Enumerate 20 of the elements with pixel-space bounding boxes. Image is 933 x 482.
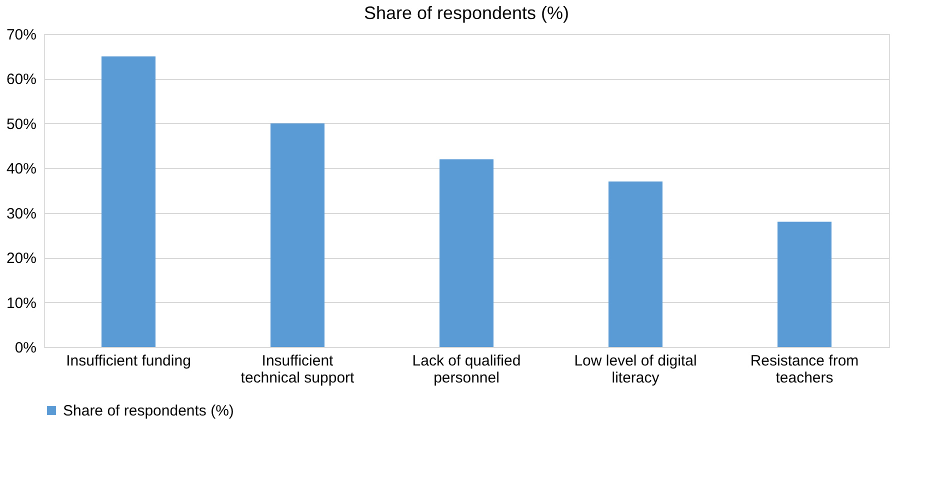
y-tick-label: 30% — [6, 205, 36, 222]
y-tick-label: 40% — [6, 160, 36, 178]
bar — [102, 56, 156, 347]
y-tick-label: 70% — [6, 26, 36, 44]
bar — [608, 182, 662, 347]
y-tick-label: 60% — [6, 71, 36, 88]
y-tick-label: 0% — [14, 340, 36, 356]
bar — [440, 159, 494, 347]
y-tick-label: 20% — [6, 250, 36, 268]
y-tick-label: 10% — [6, 294, 36, 312]
x-tick-label: Insufficient funding — [66, 352, 191, 370]
bar — [778, 222, 832, 347]
x-tick-label: Low level of digital literacy — [574, 352, 697, 386]
x-tick-label: Resistance from teachers — [750, 352, 859, 386]
y-tick-label: 50% — [6, 116, 36, 133]
x-tick-label: Lack of qualified personnel — [412, 352, 521, 386]
chart-title: Share of respondents (%) — [364, 3, 570, 23]
legend-label: Share of respondents (%) — [63, 402, 234, 420]
x-tick-label: Insufficient technical support — [240, 352, 356, 386]
bar — [270, 123, 324, 347]
